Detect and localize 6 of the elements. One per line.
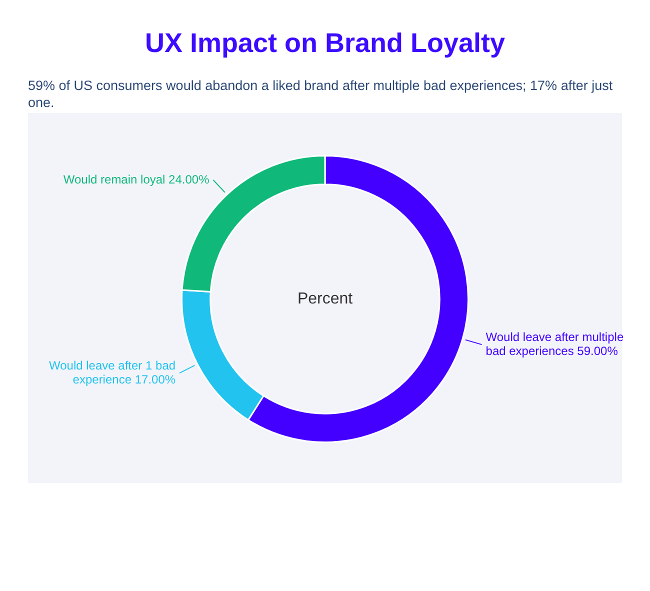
- chart-title: UX Impact on Brand Loyalty: [144, 28, 506, 59]
- slice-label: Would leave after 1 bad experience 17.00%: [49, 358, 176, 386]
- slice-label: Would leave after multiple bad experiences 59.00%: [486, 330, 624, 358]
- text: Percent: [297, 290, 354, 308]
- slice-label: Would remain loyal 24.00%: [63, 172, 210, 186]
- chart-subtitle: 59% of US consumers would abandon a liked brand after multiple bad experiences; 17% after just one.: [28, 77, 613, 111]
